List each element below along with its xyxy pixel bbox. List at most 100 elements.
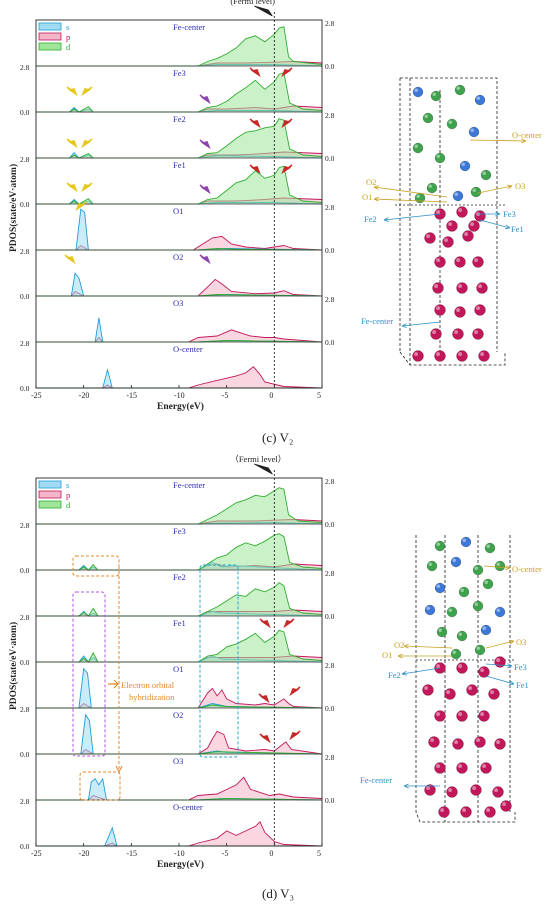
callout-arrow-icon <box>373 196 379 202</box>
atom-highlight <box>480 668 485 672</box>
atom-highlight <box>474 330 479 335</box>
atom <box>476 282 488 294</box>
atom-highlight <box>424 686 429 690</box>
atom-highlight <box>432 330 437 335</box>
atom-highlight <box>476 96 480 100</box>
x-axis-label: Energy(eV) <box>157 401 204 412</box>
atom <box>434 350 446 362</box>
callout-arrow-icon <box>507 184 513 190</box>
legend-swatch <box>38 480 62 489</box>
callout-line <box>403 645 453 649</box>
marker-arrow-icon <box>199 94 211 105</box>
marker-arrow-icon <box>281 164 293 175</box>
atom-highlight <box>461 162 465 166</box>
atom-highlight <box>458 664 463 668</box>
x-tick-label: -25 <box>31 391 42 400</box>
right-tick-label: 0.0 <box>325 154 335 163</box>
marker-arrow-icon <box>81 182 93 193</box>
callout-arrow-icon <box>507 663 513 668</box>
left-tick-label: 2.8 <box>20 247 30 256</box>
left-tick-label: 0.0 <box>20 842 30 851</box>
pdos-panel-o-center: O-center <box>36 799 323 847</box>
structure-label: Fe2 <box>364 214 377 224</box>
marker-arrow-icon <box>283 618 295 629</box>
pdos-panel-o1: O1 <box>36 203 323 251</box>
callout-arrow-icon <box>401 323 407 328</box>
atom <box>484 542 496 554</box>
series-d-line <box>36 582 323 617</box>
panel-label: O-center <box>173 344 203 354</box>
callout-arrow-icon <box>403 643 409 649</box>
panel-label: Fe-center <box>173 22 205 32</box>
structure-label: O-center <box>512 130 542 140</box>
series-p-fill <box>36 777 322 800</box>
left-tick-label: 2.8 <box>20 705 30 714</box>
callout-arrow-icon <box>397 653 403 659</box>
right-tick-label: 2.8 <box>325 477 335 486</box>
atom <box>480 624 492 636</box>
right-tick-label: 0.0 <box>325 612 335 621</box>
left-tick-label: 0.0 <box>20 292 30 301</box>
atom <box>456 350 468 362</box>
atom-highlight <box>496 658 501 662</box>
marker-arrow-icon <box>289 730 301 741</box>
atom-highlight <box>480 352 485 357</box>
y-axis-label: PDOS(state/eV·atom) <box>8 164 19 252</box>
atom <box>446 786 458 798</box>
atom <box>478 666 490 678</box>
atom-highlight <box>436 584 440 588</box>
legend: spd <box>38 480 71 510</box>
legend-entry: s <box>66 22 69 32</box>
atom <box>452 190 464 202</box>
panel-label: O2 <box>173 252 183 262</box>
structure-label: Fe1 <box>511 224 524 234</box>
atom-highlight <box>426 234 431 238</box>
atom <box>454 256 466 268</box>
pdos-panel-fe2: Fe2 <box>36 569 323 617</box>
atom-highlight <box>490 690 495 694</box>
atom-highlight <box>496 608 500 612</box>
atom <box>446 606 458 618</box>
dashed-box-fe3 <box>72 555 120 577</box>
atom <box>412 86 424 98</box>
structure-label: Fe1 <box>516 680 529 690</box>
atom <box>474 644 486 656</box>
atom-highlight <box>414 88 418 92</box>
atom-highlight <box>428 184 432 188</box>
pdos-panel-o2: O2 <box>36 249 323 297</box>
atom <box>472 328 484 340</box>
caption-c: (c) V₂ <box>262 430 294 445</box>
atom-highlight <box>434 284 439 289</box>
panel-label: Fe1 <box>173 618 186 628</box>
atom <box>478 350 490 362</box>
atom-highlight <box>462 808 467 812</box>
hybridization-boxes: Electron orbital hybridization <box>72 555 239 801</box>
series-d-fill <box>36 294 322 296</box>
atom-highlight <box>424 114 428 118</box>
atom-highlight <box>436 764 441 768</box>
fermi-level-label: (Fermi level) <box>230 0 275 6</box>
callout-arrow-icon <box>505 565 511 570</box>
arrow-markers-c <box>64 67 293 265</box>
atom-highlight <box>454 192 458 196</box>
atom-highlight <box>444 238 449 242</box>
atom <box>472 256 484 268</box>
atom-highlight <box>460 588 464 592</box>
callout-line <box>477 185 513 194</box>
right-tick-label: 2.8 <box>325 661 335 670</box>
left-tick-label: 2.8 <box>20 521 30 530</box>
callout-arrow-icon <box>504 224 511 230</box>
legend-entry: d <box>66 42 71 52</box>
atom <box>456 630 468 642</box>
atom-highlight <box>478 284 483 289</box>
atom <box>426 560 438 572</box>
atom <box>454 306 466 318</box>
atom <box>430 90 442 102</box>
x-tick-label: -25 <box>31 849 42 858</box>
series-d-fill <box>36 487 322 524</box>
callout-line <box>401 667 441 675</box>
atom-highlight <box>486 808 491 812</box>
atom-highlight <box>458 284 463 289</box>
atom <box>470 186 482 198</box>
atom-highlight <box>448 788 453 792</box>
